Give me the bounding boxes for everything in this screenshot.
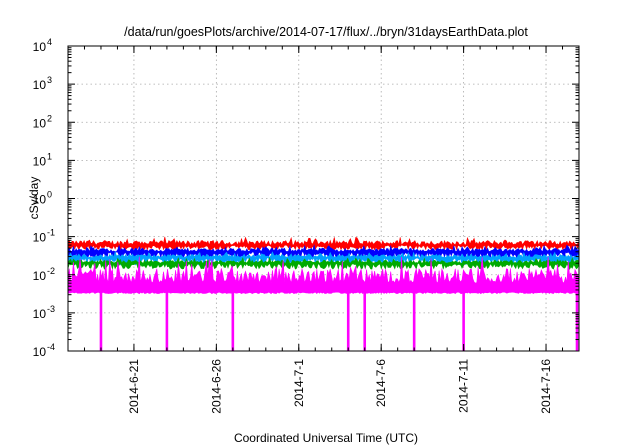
chart-title: /data/run/goesPlots/archive/2014-07-17/f… <box>124 25 528 39</box>
dropout-spike <box>346 292 350 351</box>
y-tick-label: 10 <box>33 116 47 130</box>
dropout-spike <box>231 292 235 351</box>
y-tick-exponent: 2 <box>47 113 52 123</box>
dropout-spike <box>462 292 465 351</box>
series-layer <box>67 236 580 295</box>
y-tick-label: 10 <box>33 78 47 92</box>
x-tick-label: 2014-7-11 <box>457 359 471 413</box>
x-tick-label: 2014-6-21 <box>127 359 141 414</box>
x-tick-label: 2014-7-6 <box>374 359 388 407</box>
dropout-spike <box>165 292 169 351</box>
y-tick-exponent: -1 <box>47 228 55 238</box>
dropout-spike <box>412 292 416 351</box>
y-tick-exponent: 3 <box>47 75 52 85</box>
x-axis-label: Coordinated Universal Time (UTC) <box>234 431 418 445</box>
y-tick-label: 10 <box>33 154 47 168</box>
x-tick-label: 2014-6-26 <box>209 359 223 414</box>
x-ticks: 2014-6-21 2014-6-26 2014-7-1 2014-7-6 2014-7… <box>67 46 580 414</box>
dropout-spike <box>363 292 367 351</box>
y-tick-label: 10 <box>33 345 47 359</box>
y-tick-exponent: -3 <box>47 304 55 314</box>
y-tick-exponent: 0 <box>47 190 52 200</box>
y-tick-exponent: 1 <box>47 151 52 161</box>
dropout-spike <box>99 292 103 351</box>
dropout-layer <box>99 292 579 351</box>
grid <box>68 46 579 351</box>
y-tick-label: 10 <box>33 307 47 321</box>
series-band <box>67 236 580 251</box>
y-tick-label: 10 <box>33 231 47 245</box>
x-tick-label: 2014-7-16 <box>539 359 553 414</box>
y-tick-exponent: -2 <box>47 266 55 276</box>
y-tick-exponent: -4 <box>47 342 55 352</box>
x-tick-label: 2014-7-1 <box>292 359 306 407</box>
y-tick-label: 10 <box>33 40 47 54</box>
y-tick-label: 10 <box>33 269 47 283</box>
y-tick-exponent: 4 <box>47 37 52 47</box>
y-tick-label: 10 <box>33 193 47 207</box>
y-axis-label: cSv/day <box>27 177 41 220</box>
